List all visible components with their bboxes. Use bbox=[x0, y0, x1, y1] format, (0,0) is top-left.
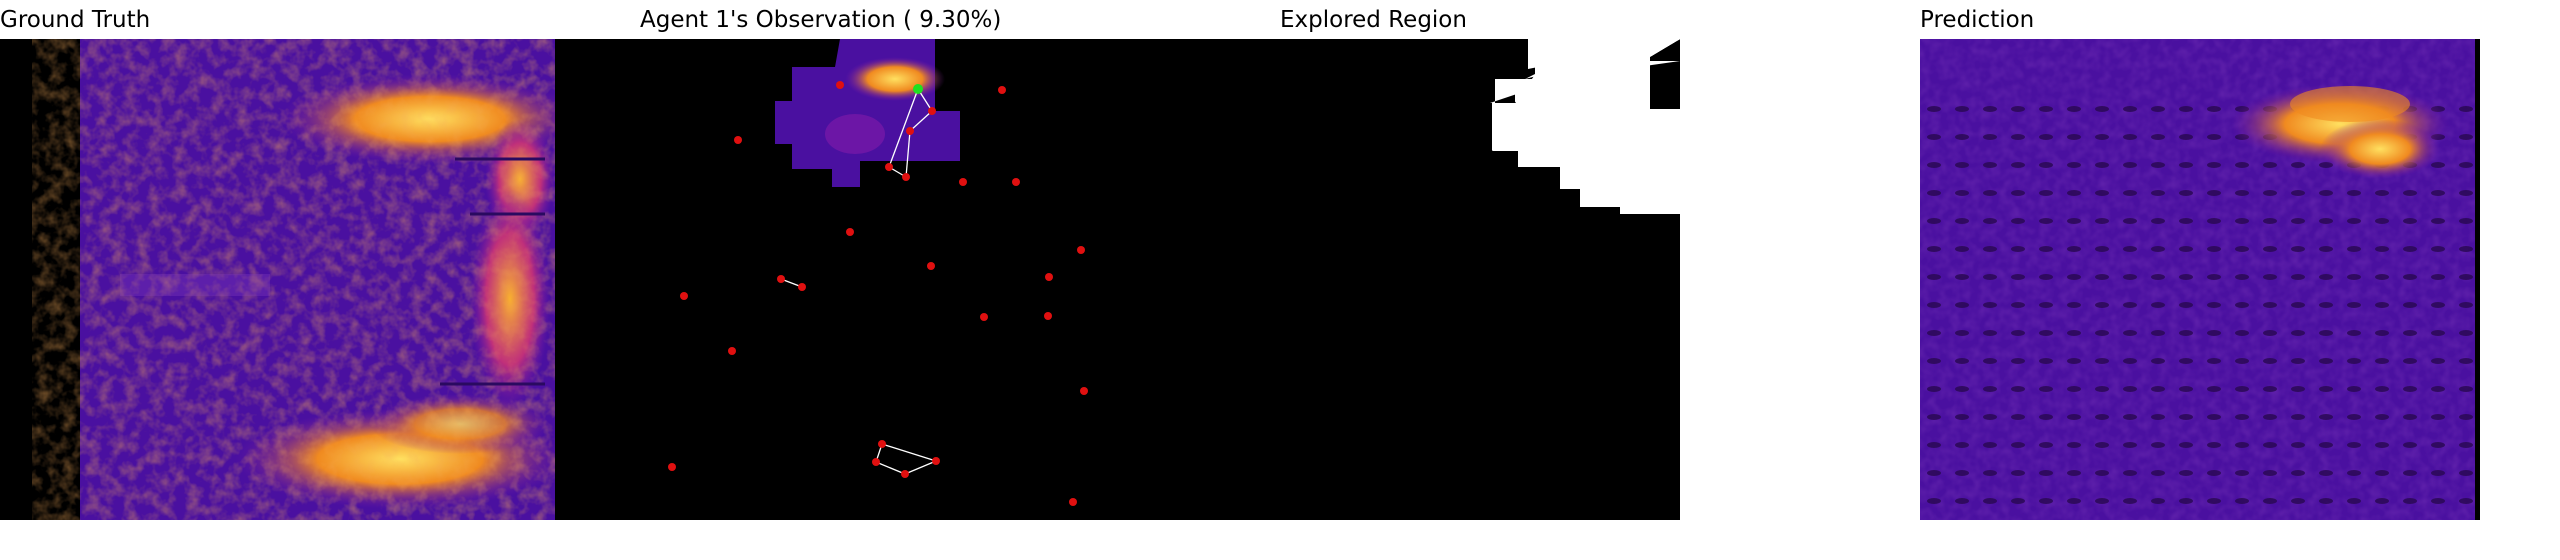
active-agent-marker bbox=[913, 84, 923, 94]
agent-marker bbox=[928, 107, 936, 115]
ground-truth-panel bbox=[0, 39, 560, 520]
agent-marker bbox=[878, 440, 886, 448]
observation-panel bbox=[560, 39, 1120, 520]
agent-marker bbox=[927, 262, 935, 270]
agent-marker bbox=[668, 463, 676, 471]
agent-marker bbox=[1080, 387, 1088, 395]
agent-marker bbox=[902, 173, 910, 181]
agent-marker bbox=[901, 470, 909, 478]
ground-truth-heatmap bbox=[80, 39, 560, 520]
agent-marker bbox=[728, 347, 736, 355]
agent-marker bbox=[734, 136, 742, 144]
agent-marker bbox=[836, 81, 844, 89]
explored-region-panel bbox=[1120, 39, 1680, 520]
agent-marker bbox=[1077, 246, 1085, 254]
agent-markers bbox=[668, 81, 1088, 506]
agent-marker bbox=[885, 163, 893, 171]
prediction-title: Prediction bbox=[1920, 7, 2035, 33]
agent-marker bbox=[906, 127, 914, 135]
observation-title: Agent 1's Observation ( 9.30%) bbox=[640, 7, 1002, 33]
agent-marker bbox=[798, 283, 806, 291]
agent-marker bbox=[872, 458, 880, 466]
agent-marker bbox=[1069, 498, 1077, 506]
agent-marker bbox=[932, 457, 940, 465]
explored-region-real bbox=[1493, 39, 1680, 214]
agent-marker bbox=[998, 86, 1006, 94]
agent-marker bbox=[1045, 273, 1053, 281]
agent-marker bbox=[959, 178, 967, 186]
explored-white-mask bbox=[1493, 39, 1680, 207]
observed-patch bbox=[775, 39, 960, 187]
prediction-heatmap bbox=[1920, 39, 2480, 520]
agent-marker bbox=[1012, 178, 1020, 186]
agent-marker bbox=[680, 292, 688, 300]
agent-marker bbox=[1044, 312, 1052, 320]
agent-marker bbox=[846, 228, 854, 236]
prediction-panel bbox=[1920, 39, 2480, 520]
agent-marker bbox=[980, 313, 988, 321]
agent-marker bbox=[777, 275, 785, 283]
observation-map bbox=[668, 39, 1120, 520]
ground-truth-title: Ground Truth bbox=[0, 7, 151, 33]
explored-region-title: Explored Region bbox=[1280, 7, 1467, 33]
